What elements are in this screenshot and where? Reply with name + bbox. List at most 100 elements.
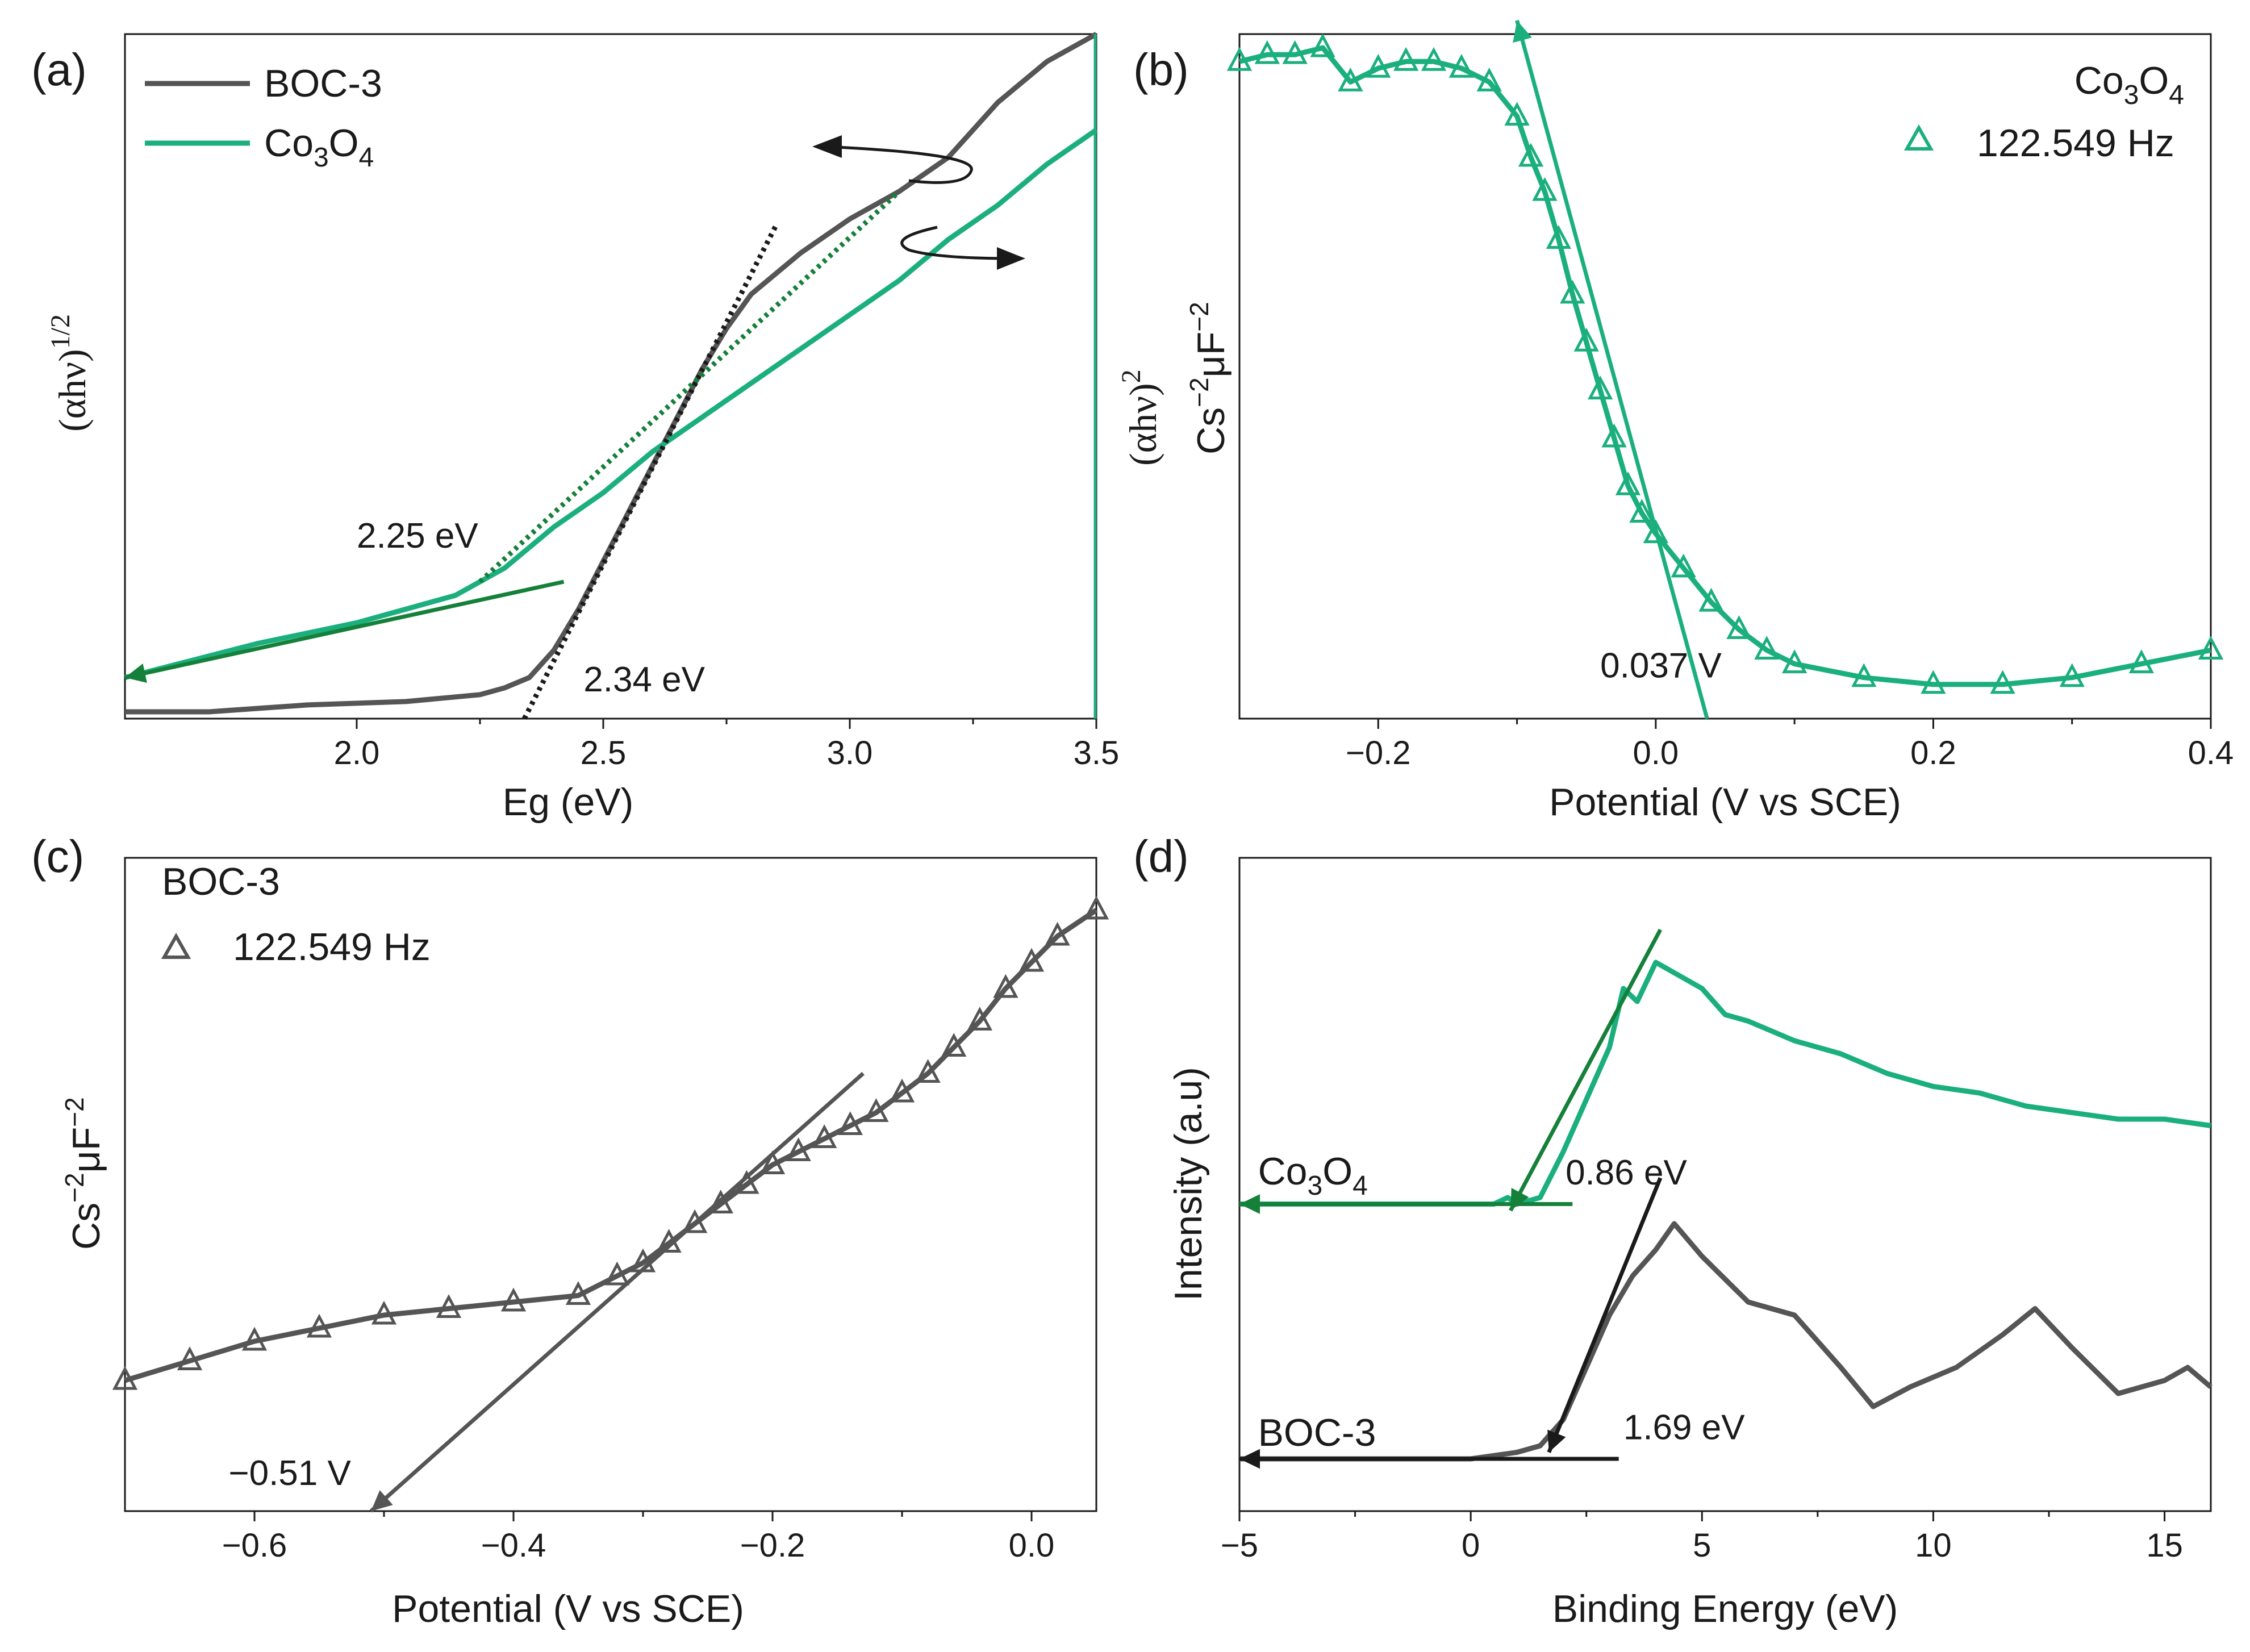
arrowhead-icon [1510,1188,1529,1211]
triangle-marker-icon [1903,124,1934,151]
data-point [1366,53,1391,78]
data-point [436,1294,462,1318]
x-tick-label: 3.0 [827,735,873,771]
data-point [565,1281,591,1305]
curved-arrow-left [823,145,973,184]
data-point [1851,663,1877,687]
panel-d-frame [1238,857,2212,1512]
panel-a-label: (a) [31,44,87,95]
panel-d-label: (d) [1133,831,1189,882]
x-tick-label: 0.0 [1633,735,1679,771]
panel-a-legend: BOC-3 Co3O4 [145,62,382,173]
x-tick-label: 10 [1915,1527,1952,1564]
legend-label-co3o4: Co3O4 [264,122,374,173]
arrow-right-icon [997,247,1025,270]
panel-c: (c) −0.6 −0.4 −0.2 0.0 −0.51 V Potential (V… [31,831,1109,1630]
data-point [1518,143,1544,167]
data-point [1532,177,1558,201]
panel-a-ylabel: (αhν)1/2 [45,314,94,432]
x-tick-label: −0.2 [1346,735,1411,771]
arrowhead-icon [371,1490,393,1511]
data-point [1546,225,1572,249]
panel-a-ticks: 2.0 2.5 3.0 3.5 [334,719,1120,771]
legend-title-boc3: BOC-3 [162,860,280,903]
data-point [1629,499,1655,523]
x-tick-label: 3.5 [1074,735,1120,771]
fit-line-0 [1515,19,1709,719]
data-point [863,1098,889,1122]
series-line-1 [124,128,1098,681]
data-point [1921,670,1946,694]
x-tick-label: 15 [2146,1527,2183,1564]
data-point [941,1033,967,1057]
arrow-left-icon [812,135,842,158]
data-point [682,1209,708,1233]
data-point [786,1137,811,1161]
x-tick-label: 0.0 [1009,1527,1055,1564]
panel-a: (a) 2.0 2.5 3.0 3.5 2.25 eV2.34 eV Eg (eV) … [31,32,1164,824]
x-tick-label: 0 [1462,1527,1480,1564]
data-point [1615,471,1641,495]
panel-b-legend: Co3O4 122.549 Hz [1903,59,2184,165]
data-point [993,974,1018,998]
arrowhead-icon [1239,1449,1260,1469]
data-point [1990,670,2015,694]
annotation-0: 2.25 eV [357,516,478,556]
panel-c-xlabel: Potential (V vs SCE) [392,1587,744,1630]
arrowhead-icon [1547,1429,1566,1453]
data-point [1083,895,1109,920]
arrowhead-icon [125,664,147,683]
data-point [967,1007,992,1031]
x-tick-label: 0.4 [2188,735,2234,771]
data-point [1643,519,1669,544]
panel-d-xlabel: Binding Energy (eV) [1552,1587,1898,1630]
annotation-1: 1.69 eV [1623,1408,1745,1447]
panel-c-legend: BOC-3 122.549 Hz [161,860,431,969]
annotation-1: 2.34 eV [583,660,705,699]
annotation-0: 0.037 V [1600,646,1722,686]
panel-c-ticks: −0.6 −0.4 −0.2 0.0 [222,1511,1055,1564]
panel-d-ticks: −5 0 5 10 15 [1221,1511,2183,1564]
series-line-1 [1239,1221,2213,1462]
x-tick-label: −5 [1221,1527,1258,1564]
panel-b-marks: 0.037 V [1226,19,2224,719]
data-point [1476,68,1502,91]
data-point [889,1078,915,1103]
x-tick-label: 0.2 [1910,735,1956,771]
fit-line-3 [1547,1177,1663,1453]
series-label-0: Co3O4 [1258,1150,1368,1201]
data-point [1671,553,1696,578]
data-point [1045,921,1070,946]
x-tick-label: −0.2 [740,1527,805,1564]
data-point [1781,649,1807,674]
data-point [2059,663,2085,687]
data-point [306,1313,332,1338]
data-point [1421,47,1447,71]
panel-b-label: (b) [1133,44,1189,95]
panel-c-marks: −0.51 V [112,895,1109,1513]
data-point [604,1261,630,1286]
data-point [1393,47,1419,71]
panel-b-ticks: −0.2 0.0 0.2 0.4 [1346,719,2234,771]
data-point [1560,279,1585,304]
data-point [241,1326,268,1351]
series-line-0 [1239,960,2211,1207]
x-tick-label: −0.4 [481,1527,546,1564]
series-label-1: BOC-3 [1258,1411,1376,1454]
panel-b: (b) −0.2 0.0 0.2 0.4 0.037 V Potential (V v… [1133,19,2234,824]
data-point [177,1346,203,1370]
data-point [1018,948,1045,972]
panel-c-label: (c) [31,831,84,882]
data-point [1254,40,1280,64]
panel-c-frame [124,857,1097,1512]
annotation-0: −0.51 V [228,1454,351,1493]
panel-a-ylabel-right: (αhν)2 [1116,369,1164,466]
arrowhead-icon [1513,20,1532,43]
series-line-0 [124,908,1098,1383]
fit-line-0 [369,1071,865,1513]
fit-line-1 [478,189,901,584]
legend-title-co3o4: Co3O4 [2074,59,2184,110]
data-point [837,1111,863,1135]
annotation-0: 0.86 eV [1566,1153,1687,1192]
data-point [500,1287,527,1312]
